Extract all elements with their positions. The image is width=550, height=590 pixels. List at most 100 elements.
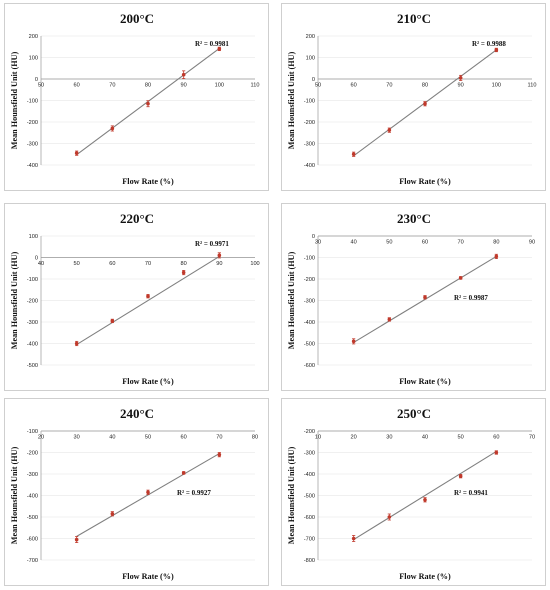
chart-panel-250: 250°C -800 -700 -600 -500 -400 -300 -200 10 20 30 4… [281, 398, 546, 586]
trendline [353, 450, 497, 541]
x-tick-label: 80 [181, 261, 187, 267]
y-tick-label: -700 [27, 558, 38, 564]
x-tick-label: 40 [422, 435, 428, 441]
data-point [181, 72, 186, 77]
x-tick-label: 70 [529, 435, 535, 441]
r-squared-label: R² = 0.9981 [195, 40, 229, 48]
y-tick-label: -100 [27, 277, 38, 283]
y-tick-label: -200 [304, 120, 315, 126]
data-point [146, 294, 150, 298]
x-tick-label: 70 [386, 83, 392, 89]
y-tick-label: -400 [304, 163, 315, 169]
chart-title: 200°C [120, 11, 154, 26]
y-tick-label: -500 [27, 363, 38, 369]
data-point [423, 295, 427, 300]
data-point [494, 48, 499, 52]
x-tick-label: 110 [251, 83, 260, 89]
x-tick-label: 60 [493, 435, 499, 441]
data-point [110, 511, 115, 516]
chart-230: 230°C -600 -500 -400 -300 -200 -100 030 40 50 60 70… [287, 211, 535, 386]
x-tick-label: 70 [109, 83, 115, 89]
y-tick-label: -200 [304, 277, 315, 283]
x-tick-label: 20 [351, 435, 357, 441]
y-tick-label: -200 [27, 299, 38, 305]
data-point [146, 101, 150, 106]
chart-panel-240: 240°C -700 -600 -500 -400 -300 -200 -100 20 30 40 5… [4, 398, 269, 586]
data-point [387, 317, 392, 322]
trendline [353, 255, 497, 343]
y-tick-label: -100 [304, 99, 315, 105]
x-tick-label: 30 [315, 240, 321, 246]
y-tick-label: -100 [27, 429, 38, 435]
y-axis-title: Mean Hounsfield Unit (HU) [287, 446, 296, 544]
y-tick-label: 0 [312, 77, 315, 83]
data-point [74, 151, 79, 155]
x-axis-title: Flow Rate (%) [399, 377, 451, 386]
chart-panel-230: 230°C -600 -500 -400 -300 -200 -100 0 30 40 50 60 70… [281, 203, 546, 391]
y-tick-label: -200 [27, 120, 38, 126]
x-tick-label: 90 [181, 83, 187, 89]
x-tick-label: 50 [74, 261, 80, 267]
x-tick-label: 80 [252, 435, 258, 441]
chart-title: 250°C [397, 406, 431, 421]
y-tick-label: -800 [304, 558, 315, 564]
y-tick-label: -300 [27, 320, 38, 326]
data-point [458, 474, 463, 478]
chart-panel-200: 200°C -400 -300 -200 -100 0 100 200 50 60 70 80 90 10… [4, 3, 269, 191]
x-tick-label: 70 [145, 261, 151, 267]
r-squared-label: R² = 0.9987 [454, 294, 488, 302]
y-tick-label: 0 [35, 77, 38, 83]
r-squared-label: R² = 0.9988 [472, 40, 506, 48]
x-tick-label: 50 [315, 83, 321, 89]
x-tick-label: 80 [493, 240, 499, 246]
y-tick-label: 200 [29, 34, 38, 40]
x-tick-label: 100 [215, 83, 224, 89]
x-tick-label: 10 [315, 435, 321, 441]
data-point [387, 128, 392, 132]
y-tick-label: -600 [304, 515, 315, 521]
y-axis-title: Mean Hounsfield Unit (HU) [287, 51, 296, 149]
data-point [110, 319, 115, 323]
chart-220: 220°C -500 -400 -300 -200 -100 0 100 40 50 60 70 80 9… [10, 211, 260, 386]
y-tick-label: -300 [27, 142, 38, 148]
y-tick-label: -300 [27, 472, 38, 478]
x-tick-label: 80 [422, 83, 428, 89]
x-tick-label: 40 [351, 240, 357, 246]
y-axis-title: Mean Hounsfield Unit (HU) [10, 51, 19, 149]
data-point [217, 47, 222, 51]
y-tick-label: -400 [27, 342, 38, 348]
data-point [387, 515, 392, 519]
x-tick-label: 40 [38, 261, 44, 267]
trendline [76, 255, 220, 346]
y-axis-title: Mean Hounsfield Unit (HU) [10, 251, 19, 349]
x-tick-label: 60 [422, 240, 428, 246]
x-tick-label: 60 [351, 83, 357, 89]
chart-panel-210: 210°C -400 -300 -200 -100 0 100 200 50 60 70 80 90 10… [281, 3, 546, 191]
y-tick-label: -200 [304, 429, 315, 435]
y-tick-label: 0 [312, 234, 315, 240]
data-point [74, 537, 79, 542]
data-point [494, 450, 499, 455]
y-tick-label: -500 [27, 515, 38, 521]
chart-title: 240°C [120, 406, 154, 421]
x-tick-label: 80 [145, 83, 151, 89]
x-tick-label: 100 [492, 83, 501, 89]
x-axis-title: Flow Rate (%) [399, 177, 451, 186]
x-axis-title: Flow Rate (%) [122, 572, 174, 581]
y-tick-label: -100 [304, 256, 315, 262]
data-point [181, 471, 186, 475]
data-point [351, 536, 356, 541]
chart-title: 210°C [397, 11, 431, 26]
x-tick-label: 90 [458, 83, 464, 89]
y-tick-label: -400 [304, 472, 315, 478]
x-tick-label: 70 [458, 240, 464, 246]
x-tick-label: 50 [386, 240, 392, 246]
y-tick-label: -600 [304, 363, 315, 369]
x-tick-label: 60 [109, 261, 115, 267]
y-tick-label: -100 [27, 99, 38, 105]
data-point [110, 126, 115, 131]
y-tick-label: -600 [27, 537, 38, 543]
x-tick-label: 60 [74, 83, 80, 89]
